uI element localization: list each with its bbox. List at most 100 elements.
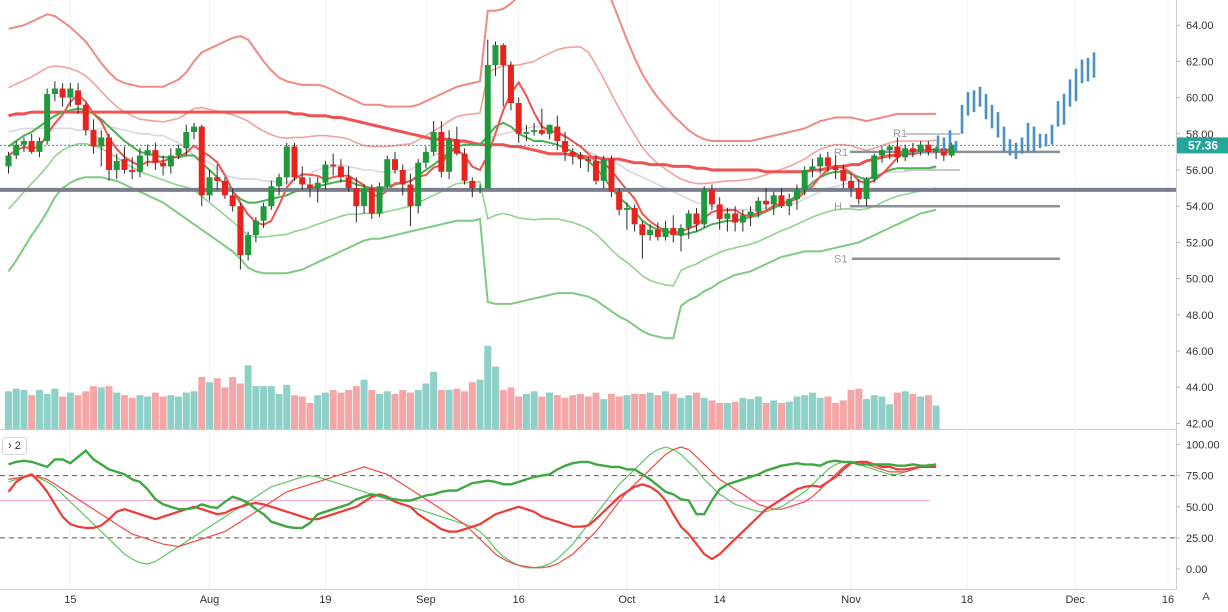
candle-down bbox=[453, 139, 460, 154]
volume-bar bbox=[283, 384, 291, 429]
candle-down bbox=[399, 170, 406, 185]
volume-bar bbox=[708, 400, 716, 429]
oscillator-pane[interactable] bbox=[0, 446, 1176, 569]
volume-bar bbox=[113, 392, 121, 429]
pane-collapse-toggle[interactable]: › 2 bbox=[2, 437, 27, 455]
volume-bar bbox=[839, 400, 847, 429]
price-tick-label: 50.00 bbox=[1186, 274, 1214, 286]
price-tick-label: 48.00 bbox=[1186, 310, 1214, 322]
volume-bar bbox=[623, 395, 631, 429]
time-tick-label: 16 bbox=[1162, 594, 1174, 606]
pane-number: 2 bbox=[14, 440, 21, 452]
volume-bar bbox=[314, 395, 322, 429]
candle-up bbox=[809, 166, 816, 170]
h-label: H bbox=[834, 201, 842, 213]
volume-bar bbox=[932, 405, 940, 429]
volume-bar bbox=[306, 403, 314, 429]
volume-bar bbox=[855, 388, 863, 429]
forecast-bars bbox=[936, 52, 1096, 160]
volume-bar bbox=[646, 392, 654, 429]
volume-bar bbox=[461, 391, 469, 429]
last-price-tag: 57.36 bbox=[1177, 137, 1228, 154]
volume-bar bbox=[175, 396, 183, 429]
candle-down bbox=[608, 159, 615, 192]
volume-bar bbox=[816, 397, 824, 429]
volume-bar bbox=[801, 395, 809, 429]
volume-bar bbox=[507, 387, 515, 429]
volume-bar bbox=[298, 396, 306, 429]
candle-down bbox=[28, 141, 35, 152]
price-tick-label: 56.00 bbox=[1186, 165, 1214, 177]
candle-up bbox=[531, 130, 538, 132]
volume-bar bbox=[406, 392, 414, 429]
candle-up bbox=[175, 148, 182, 156]
volume-bar bbox=[383, 391, 391, 429]
price-tick-label: 60.00 bbox=[1186, 93, 1214, 105]
bb-lower-line bbox=[7, 176, 937, 340]
volume-bar bbox=[144, 396, 152, 429]
candlesticks[interactable] bbox=[5, 39, 955, 270]
volume-bar bbox=[484, 345, 492, 429]
ma-fast-line bbox=[7, 80, 952, 235]
candle-down bbox=[299, 177, 306, 185]
volume-bar bbox=[90, 386, 98, 429]
candle-up bbox=[739, 215, 746, 223]
volume-bar bbox=[422, 383, 430, 429]
candle-down bbox=[693, 213, 700, 225]
last-price-value: 57.36 bbox=[1188, 138, 1218, 152]
osc-tick-label: 0.00 bbox=[1186, 564, 1207, 576]
candle-down bbox=[824, 157, 831, 167]
candle-up bbox=[801, 170, 808, 190]
volume-bar bbox=[499, 390, 507, 429]
candle-down bbox=[198, 126, 205, 196]
candle-up bbox=[685, 213, 692, 228]
volume-bar bbox=[35, 390, 43, 429]
volume-bar bbox=[530, 391, 538, 429]
candle-up bbox=[933, 148, 940, 152]
volume-bar bbox=[638, 393, 646, 429]
volume-bar bbox=[59, 396, 67, 429]
candle-down bbox=[345, 177, 352, 189]
candle-down bbox=[330, 164, 337, 167]
volume-bar bbox=[437, 390, 445, 429]
volume-bar bbox=[886, 404, 894, 429]
volume-bar bbox=[414, 390, 422, 429]
volume-bar bbox=[12, 388, 20, 429]
volume-bar bbox=[569, 395, 577, 429]
time-tick-label: Sep bbox=[416, 594, 436, 606]
volume-bar bbox=[82, 391, 90, 429]
candle-down bbox=[75, 90, 82, 105]
candle-up bbox=[902, 148, 909, 158]
r1-label: R1 bbox=[834, 147, 848, 159]
candle-up bbox=[183, 131, 190, 149]
volume-bar bbox=[244, 365, 252, 429]
candle-up bbox=[144, 150, 151, 156]
volume-bar bbox=[97, 387, 105, 429]
volume-bar bbox=[376, 393, 384, 429]
volume-bar bbox=[329, 390, 337, 429]
time-tick-label: Nov bbox=[841, 594, 861, 606]
candle-down bbox=[59, 88, 66, 98]
candle-up bbox=[322, 164, 329, 183]
volume-bar bbox=[360, 379, 368, 429]
candle-up bbox=[647, 229, 654, 236]
candle-up bbox=[113, 160, 120, 170]
volume-bar bbox=[368, 390, 376, 429]
candle-down bbox=[716, 204, 723, 219]
last-price-bg bbox=[1177, 137, 1228, 154]
candle-up bbox=[724, 213, 731, 219]
candle-up bbox=[376, 186, 383, 214]
volume-bar bbox=[654, 395, 662, 429]
candle-up bbox=[268, 186, 275, 207]
pivot-levels: R1 H S1 R1 bbox=[0, 128, 1176, 266]
auto-scale-button[interactable]: A bbox=[1202, 591, 1210, 603]
price-tick-label: 52.00 bbox=[1186, 237, 1214, 249]
candle-up bbox=[283, 146, 290, 178]
volume-bar bbox=[762, 403, 770, 429]
time-tick-label: 18 bbox=[961, 594, 973, 606]
volume-bar bbox=[538, 396, 546, 429]
